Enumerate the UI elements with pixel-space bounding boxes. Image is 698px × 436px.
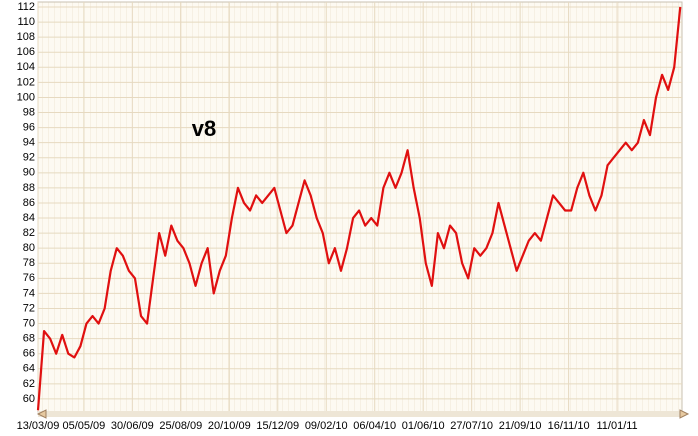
y-tick-label: 112: [17, 1, 35, 13]
plot-area: [37, 1, 683, 413]
y-tick-label: 100: [17, 91, 35, 103]
x-tick-label: 09/02/10: [305, 420, 348, 432]
x-tick-label: 15/12/09: [256, 420, 299, 432]
y-tick-label: 106: [17, 46, 35, 58]
x-tick-label: 01/06/10: [402, 420, 445, 432]
y-tick-label: 94: [23, 137, 35, 149]
x-tick-label: 06/04/10: [353, 420, 396, 432]
y-tick-label: 86: [23, 197, 35, 209]
y-tick-label: 80: [23, 242, 35, 254]
y-tick-label: 102: [17, 76, 35, 88]
scrollbar[interactable]: [38, 411, 682, 417]
x-tick-label: 16/11/10: [548, 420, 590, 432]
x-tick-label: 11/01/11: [596, 420, 637, 432]
y-tick-label: 92: [23, 152, 35, 164]
y-tick-label: 70: [23, 317, 35, 329]
y-tick-label: 60: [23, 393, 35, 405]
y-tick-label: 64: [23, 363, 35, 375]
x-tick-label: 21/09/10: [499, 420, 542, 432]
annotation: v8: [192, 116, 216, 141]
y-tick-label: 110: [17, 16, 35, 28]
y-tick-label: 82: [23, 227, 35, 239]
y-tick-label: 68: [23, 333, 35, 345]
y-tick-label: 78: [23, 257, 35, 269]
y-tick-label: 90: [23, 167, 35, 179]
x-tick-label: 13/03/09: [17, 420, 60, 432]
y-tick-label: 66: [23, 348, 35, 360]
y-tick-label: 96: [23, 121, 35, 133]
y-tick-label: 76: [23, 272, 35, 284]
scroll-left[interactable]: [36, 409, 47, 419]
y-tick-label: 62: [23, 378, 35, 390]
series-line: [36, 6, 682, 411]
x-tick-label: 25/08/09: [159, 420, 202, 432]
y-tick-label: 98: [23, 106, 35, 118]
x-tick-label: 30/06/09: [111, 420, 154, 432]
x-tick-label: 20/10/09: [208, 420, 251, 432]
y-tick-label: 84: [23, 212, 35, 224]
y-tick-label: 72: [23, 302, 35, 314]
y-tick-label: 104: [17, 61, 35, 73]
y-tick-label: 108: [17, 31, 35, 43]
x-tick-label: 05/05/09: [62, 420, 105, 432]
y-tick-label: 88: [23, 182, 35, 194]
scroll-right[interactable]: [679, 409, 690, 419]
y-tick-label: 74: [23, 287, 35, 299]
x-tick-label: 27/07/10: [450, 420, 493, 432]
